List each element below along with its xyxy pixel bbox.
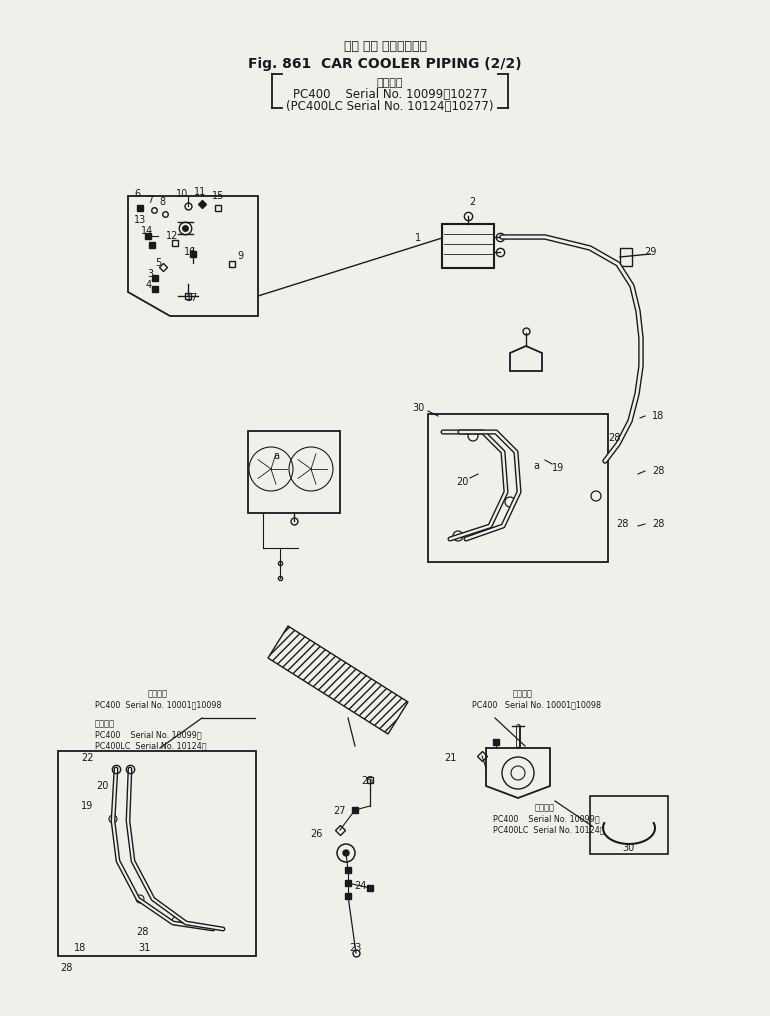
Text: 20: 20 bbox=[95, 781, 109, 791]
Text: 17: 17 bbox=[186, 293, 198, 303]
Bar bbox=[428, 414, 608, 562]
Bar bbox=[620, 248, 632, 266]
Text: 28: 28 bbox=[652, 519, 665, 529]
Text: 7: 7 bbox=[147, 195, 153, 205]
Text: 28: 28 bbox=[136, 927, 148, 937]
Text: 28: 28 bbox=[616, 519, 628, 529]
Text: 10: 10 bbox=[176, 189, 188, 199]
Text: a: a bbox=[533, 461, 539, 471]
Bar bbox=[248, 431, 340, 513]
Text: 3: 3 bbox=[147, 269, 153, 279]
Text: PC400LC  Serial No. 10124～: PC400LC Serial No. 10124～ bbox=[493, 825, 604, 834]
Text: 12: 12 bbox=[166, 231, 178, 241]
Text: 21: 21 bbox=[444, 753, 456, 763]
Text: 20: 20 bbox=[456, 477, 468, 487]
Text: 16: 16 bbox=[184, 247, 196, 257]
Text: 18: 18 bbox=[74, 943, 86, 953]
Text: PC400  Serial No. 10001～10098: PC400 Serial No. 10001～10098 bbox=[95, 700, 222, 709]
Text: PC400    Serial No. 10099～: PC400 Serial No. 10099～ bbox=[95, 731, 202, 740]
Text: 14: 14 bbox=[141, 226, 153, 236]
Text: 19: 19 bbox=[552, 463, 564, 473]
Text: PC400   Serial No. 10001～10098: PC400 Serial No. 10001～10098 bbox=[472, 700, 601, 709]
Text: PC400    Serial No. 10099～10277: PC400 Serial No. 10099～10277 bbox=[293, 88, 487, 102]
Text: 30: 30 bbox=[622, 843, 634, 853]
Bar bbox=[442, 224, 494, 268]
Text: 24: 24 bbox=[353, 881, 367, 891]
Text: 18: 18 bbox=[652, 411, 664, 421]
Text: 26: 26 bbox=[310, 829, 322, 839]
Text: 適用号機: 適用号機 bbox=[148, 690, 168, 699]
Text: 11: 11 bbox=[194, 187, 206, 197]
Text: 31: 31 bbox=[138, 943, 150, 953]
Text: 28: 28 bbox=[652, 466, 665, 477]
Text: 30: 30 bbox=[412, 403, 424, 412]
Text: a: a bbox=[273, 451, 279, 461]
Text: Fig. 861  CAR COOLER PIPING (2/2): Fig. 861 CAR COOLER PIPING (2/2) bbox=[248, 57, 522, 71]
Text: 適用号機: 適用号機 bbox=[513, 690, 533, 699]
Text: 28: 28 bbox=[608, 433, 620, 443]
Text: 5: 5 bbox=[155, 258, 161, 268]
Text: 9: 9 bbox=[237, 251, 243, 261]
Bar bbox=[590, 796, 668, 854]
Bar bbox=[58, 751, 256, 956]
Text: 23: 23 bbox=[349, 943, 361, 953]
Text: 28: 28 bbox=[60, 963, 72, 973]
Text: PC400LC  Serial No. 10124～: PC400LC Serial No. 10124～ bbox=[95, 742, 206, 751]
Text: 19: 19 bbox=[81, 801, 93, 811]
Text: 4: 4 bbox=[146, 280, 152, 290]
Text: 適用号機: 適用号機 bbox=[535, 804, 555, 813]
Text: 1: 1 bbox=[415, 233, 421, 243]
Text: 13: 13 bbox=[134, 215, 146, 225]
Text: 8: 8 bbox=[159, 197, 165, 207]
Text: PC400    Serial No. 10099～: PC400 Serial No. 10099～ bbox=[493, 815, 600, 824]
Text: 27: 27 bbox=[333, 806, 347, 816]
Text: 15: 15 bbox=[212, 191, 224, 201]
Text: (PC400LC Serial No. 10124～10277): (PC400LC Serial No. 10124～10277) bbox=[286, 101, 494, 114]
Text: 適用号機: 適用号機 bbox=[377, 78, 403, 88]
Text: 6: 6 bbox=[134, 189, 140, 199]
Text: 25: 25 bbox=[362, 776, 374, 786]
Text: カー クー ラパイピング: カー クー ラパイピング bbox=[343, 40, 427, 53]
Text: 22: 22 bbox=[82, 753, 94, 763]
Text: 2: 2 bbox=[469, 197, 475, 207]
Text: 29: 29 bbox=[644, 247, 656, 257]
Circle shape bbox=[343, 850, 349, 856]
Text: 適用号機: 適用号機 bbox=[95, 719, 115, 728]
